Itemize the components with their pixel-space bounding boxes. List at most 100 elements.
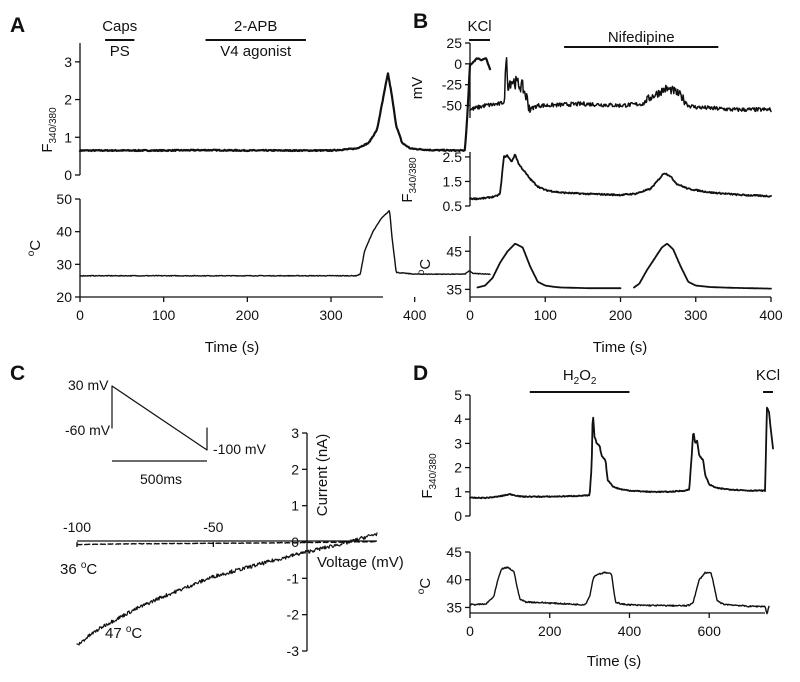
treatment-label: Nifedipine bbox=[608, 29, 675, 46]
x-tick-label: 300 bbox=[684, 307, 708, 323]
y-tick-label: 3 bbox=[291, 425, 299, 441]
series-line bbox=[633, 242, 772, 290]
y-axis-label: F340/380 bbox=[399, 157, 419, 203]
protocol-ramp bbox=[111, 385, 208, 451]
y-tick-label: -50 bbox=[442, 98, 462, 114]
x-tick-label: 100 bbox=[534, 307, 558, 323]
y-tick-label: 35 bbox=[446, 281, 462, 297]
x-tick-label: 0 bbox=[466, 623, 474, 639]
chart-d-calcium: 0 1 2 3 4 5 H2O2 KCl F340/380 bbox=[419, 367, 780, 524]
x-tick-label: 200 bbox=[236, 307, 260, 323]
x-tick-label: -50 bbox=[203, 519, 223, 535]
y-tick-label: 1 bbox=[291, 498, 299, 514]
y-tick-label: 20 bbox=[56, 289, 72, 305]
y-tick-label: 45 bbox=[446, 243, 462, 259]
x-tick-label: 400 bbox=[618, 623, 642, 639]
y-axis-label: oC bbox=[416, 259, 434, 276]
y-tick-label: 2 bbox=[291, 461, 299, 477]
x-tick-label: 400 bbox=[403, 307, 427, 323]
y-tick-label: -1 bbox=[287, 570, 300, 586]
series-line bbox=[469, 153, 772, 201]
series-line bbox=[469, 566, 770, 615]
y-tick-label: 1.5 bbox=[443, 173, 463, 189]
y-axis-label: mV bbox=[409, 77, 426, 100]
y-tick-label: -2 bbox=[287, 607, 300, 623]
x-tick-label: 200 bbox=[538, 623, 562, 639]
inset-label-minus100mv: -100 mV bbox=[213, 441, 267, 457]
series-label: 36 oC bbox=[60, 560, 97, 578]
y-tick-label: -3 bbox=[287, 643, 300, 659]
chart-b-temperature: 45 350 100 200 300 400 oC Time (s) bbox=[416, 236, 783, 356]
y-tick-label: 5 bbox=[454, 387, 462, 403]
x-axis-label: Voltage (mV) bbox=[317, 554, 404, 571]
chart-d-temperature: 35 40 45 0 200 400 600 oC Time (s) bbox=[416, 544, 770, 670]
panel-label-b: B bbox=[413, 10, 428, 33]
chart-c-iv-curve: 30 mV -60 mV -100 mV 500ms 3 2 1 0 -1 -2 -3 -10… bbox=[60, 377, 404, 659]
y-axis-label: Current (nA) bbox=[314, 434, 331, 517]
y-axis-label: F340/380 bbox=[419, 453, 439, 499]
y-tick-label: 45 bbox=[446, 544, 462, 560]
y-axis-label: oC bbox=[416, 578, 434, 595]
x-tick-label: 100 bbox=[152, 307, 176, 323]
y-tick-label: 40 bbox=[56, 224, 72, 240]
y-tick-label: 2.5 bbox=[443, 149, 463, 165]
chart-b-calcium: 2.5 1.5 0.5 F340/380 bbox=[399, 149, 772, 214]
series-line bbox=[79, 210, 491, 277]
voltage-protocol-inset: 30 mV -60 mV -100 mV 500ms bbox=[65, 377, 267, 487]
series-line bbox=[78, 57, 492, 153]
y-tick-label: 2 bbox=[454, 460, 462, 476]
chart-b-membrane-potential: 25 0 -25 -50 Nifedipine mV bbox=[409, 29, 772, 118]
treatment-label: V4 agonist bbox=[220, 43, 292, 60]
y-tick-label: 3 bbox=[64, 54, 72, 70]
series-label: 47 oC bbox=[105, 624, 142, 642]
y-axis-label: F340/380 bbox=[39, 107, 59, 153]
chart-a-calcium: 0 1 2 3 Caps PS 2-APB V4 agonist KCl F340/380 bbox=[39, 18, 492, 183]
treatment-label: KCl bbox=[756, 367, 780, 384]
x-axis-label: Time (s) bbox=[205, 339, 259, 356]
panel-label-a: A bbox=[10, 14, 25, 37]
treatment-label: H2O2 bbox=[563, 367, 597, 387]
y-tick-label: 1 bbox=[64, 129, 72, 145]
x-tick-label: -100 bbox=[63, 519, 91, 535]
inset-label-minus60mv: -60 mV bbox=[65, 422, 111, 438]
y-tick-label: 35 bbox=[446, 599, 462, 615]
y-axis-label: oC bbox=[26, 240, 44, 257]
x-axis-label: Time (s) bbox=[593, 339, 647, 356]
y-tick-label: 25 bbox=[446, 35, 462, 51]
y-tick-label: 0 bbox=[64, 167, 72, 183]
treatment-label: 2-APB bbox=[234, 18, 277, 35]
x-tick-label: 200 bbox=[609, 307, 633, 323]
y-tick-label: 0.5 bbox=[443, 198, 463, 214]
x-tick-label: 400 bbox=[759, 307, 783, 323]
series-line bbox=[469, 56, 772, 114]
series-line bbox=[476, 242, 622, 290]
y-tick-label: 0 bbox=[454, 56, 462, 72]
chart-a-temperature: 20 30 40 50 0 100 200 300 400 oC Time (s) bbox=[26, 191, 491, 356]
treatment-label: KCl bbox=[467, 18, 491, 35]
y-tick-label: 3 bbox=[454, 435, 462, 451]
y-tick-label: 0 bbox=[291, 534, 299, 550]
series-line bbox=[469, 406, 774, 500]
x-tick-label: 300 bbox=[319, 307, 343, 323]
treatment-label: Caps bbox=[102, 18, 137, 35]
panel-label-d: D bbox=[413, 362, 428, 385]
x-tick-label: 0 bbox=[76, 307, 84, 323]
inset-label-500ms: 500ms bbox=[140, 471, 182, 487]
x-tick-label: 0 bbox=[466, 307, 474, 323]
y-tick-label: 50 bbox=[56, 191, 72, 207]
y-tick-label: 0 bbox=[454, 508, 462, 524]
y-tick-label: 1 bbox=[454, 484, 462, 500]
y-tick-label: 30 bbox=[56, 256, 72, 272]
y-tick-label: 40 bbox=[446, 572, 462, 588]
x-tick-label: 600 bbox=[698, 623, 722, 639]
y-tick-label: 4 bbox=[454, 411, 462, 427]
y-tick-label: -25 bbox=[442, 77, 462, 93]
series-line bbox=[76, 540, 378, 546]
y-tick-label: 2 bbox=[64, 92, 72, 108]
panel-label-c: C bbox=[10, 362, 25, 385]
treatment-label: PS bbox=[110, 43, 130, 60]
series-line bbox=[76, 532, 378, 646]
inset-label-30mv: 30 mV bbox=[68, 377, 109, 393]
x-axis-label: Time (s) bbox=[587, 653, 641, 670]
